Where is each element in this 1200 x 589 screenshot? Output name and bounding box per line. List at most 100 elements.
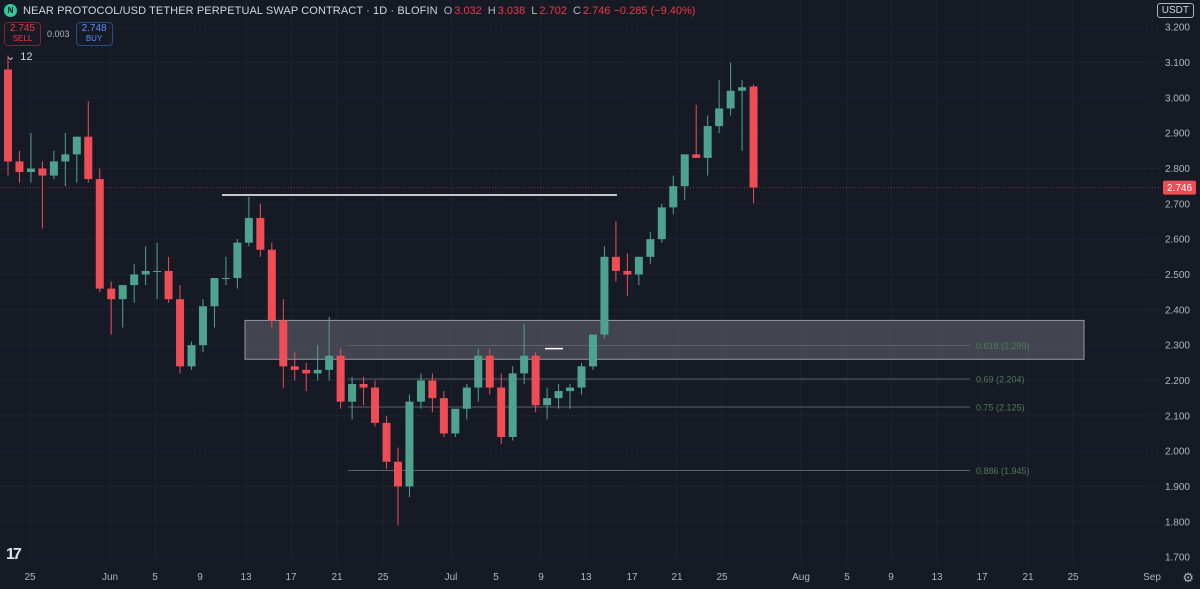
y-tick-label: 1.900	[1165, 482, 1190, 493]
candle-body[interactable]	[485, 355, 494, 388]
candle-body[interactable]	[256, 217, 265, 250]
candle-body[interactable]	[623, 270, 632, 275]
candle-body[interactable]	[244, 217, 253, 243]
sell-button[interactable]: 2.745 SELL	[4, 22, 42, 46]
ohlc-high-value: 3.038	[497, 4, 526, 17]
candle-body[interactable]	[4, 69, 12, 162]
candle-body[interactable]	[715, 108, 724, 127]
candle-body[interactable]	[26, 168, 35, 173]
gear-icon[interactable]: ⚙	[1182, 570, 1194, 585]
candle-body[interactable]	[313, 369, 322, 374]
candle-body[interactable]	[611, 256, 620, 271]
candle-body[interactable]	[577, 366, 586, 388]
candle-body[interactable]	[233, 242, 242, 279]
candle-body[interactable]	[462, 387, 471, 409]
candle-body[interactable]	[107, 288, 116, 300]
demand-zone[interactable]	[244, 319, 1085, 360]
candle-body[interactable]	[543, 398, 552, 406]
y-tick-label: 2.000	[1165, 447, 1190, 458]
candle-body[interactable]	[749, 86, 758, 188]
candle-body[interactable]	[680, 154, 689, 187]
candle-body[interactable]	[439, 398, 448, 434]
candle-body[interactable]	[393, 461, 402, 487]
candle-body[interactable]	[371, 387, 380, 423]
candle-body[interactable]	[141, 270, 150, 275]
ohlc-high-label: H	[487, 4, 496, 17]
near-logo-icon: N	[4, 4, 17, 17]
candle-body[interactable]	[267, 249, 276, 321]
x-tick-label: 25	[24, 572, 36, 583]
y-tick-label: 3.000	[1165, 93, 1190, 104]
y-tick-label: 2.800	[1165, 164, 1190, 175]
candle-body[interactable]	[703, 126, 712, 158]
candle-body[interactable]	[566, 387, 575, 392]
candle-body[interactable]	[657, 207, 666, 240]
y-tick-label: 3.100	[1165, 58, 1190, 69]
fib-level-label: 0.886 (1.945)	[976, 466, 1030, 476]
candle-body[interactable]	[520, 355, 529, 374]
y-tick-label: 2.300	[1165, 341, 1190, 352]
candle-body[interactable]	[187, 345, 196, 367]
y-tick-label: 2.700	[1165, 199, 1190, 210]
candle-body[interactable]	[15, 161, 24, 173]
candle-body[interactable]	[95, 179, 104, 289]
candle-body[interactable]	[49, 161, 58, 176]
x-tick-label: Sep	[1143, 572, 1161, 583]
y-tick-label: 2.600	[1165, 235, 1190, 246]
candle-body[interactable]	[221, 278, 230, 280]
ohlc-open-value: 3.032	[454, 4, 482, 17]
candle-body[interactable]	[130, 274, 139, 286]
candle-body[interactable]	[508, 373, 517, 437]
buy-label: BUY	[85, 34, 103, 43]
candle-body[interactable]	[738, 87, 747, 91]
y-tick-label: 1.700	[1165, 553, 1190, 564]
candle-body[interactable]	[198, 306, 207, 346]
candle-body[interactable]	[302, 369, 311, 374]
candle-body[interactable]	[290, 366, 299, 370]
buy-button[interactable]: 2.748 BUY	[75, 22, 113, 46]
candle-body[interactable]	[669, 186, 678, 208]
candle-body[interactable]	[359, 384, 368, 388]
candle-body[interactable]	[405, 401, 414, 487]
candle-body[interactable]	[153, 270, 162, 272]
indicators-toggle[interactable]: ⌄ 12	[6, 50, 32, 64]
candle-body[interactable]	[279, 320, 288, 367]
candle-body[interactable]	[474, 355, 483, 388]
candle-body[interactable]	[325, 355, 334, 370]
candle-body[interactable]	[38, 168, 47, 176]
candle-body[interactable]	[726, 90, 735, 109]
y-tick-label: 2.900	[1165, 129, 1190, 140]
tradingview-logo-icon[interactable]: 17	[6, 546, 22, 563]
x-tick-label: 25	[716, 572, 728, 583]
candle-body[interactable]	[348, 384, 357, 402]
candle-body[interactable]	[451, 408, 460, 434]
candle-body[interactable]	[554, 391, 563, 399]
candle-body[interactable]	[692, 154, 701, 158]
x-tick-label: 25	[1067, 572, 1079, 583]
candle-body[interactable]	[634, 256, 643, 275]
candle-body[interactable]	[428, 380, 437, 399]
candle-body[interactable]	[61, 154, 70, 162]
candle-body[interactable]	[416, 380, 425, 402]
candle-body[interactable]	[72, 136, 81, 155]
ohlc-close-value: 2.746 −0.285 (−9.40%)	[582, 4, 696, 17]
candle-body[interactable]	[531, 355, 540, 406]
candle-body[interactable]	[497, 387, 506, 437]
candle-body[interactable]	[210, 278, 219, 307]
x-tick-label: 25	[377, 572, 389, 583]
currency-selector[interactable]: USDT	[1156, 3, 1194, 18]
sell-price: 2.745	[10, 23, 36, 34]
candle-body[interactable]	[118, 285, 127, 300]
sell-label: SELL	[12, 34, 33, 43]
candle-body[interactable]	[84, 136, 93, 180]
symbol-title[interactable]: NEAR PROTOCOL/USD TETHER PERPETUAL SWAP …	[23, 4, 438, 17]
ohlc-open-label: O	[443, 4, 453, 17]
candle-body[interactable]	[588, 334, 597, 367]
candle-body[interactable]	[336, 355, 345, 402]
candle-body[interactable]	[646, 239, 655, 257]
candle-body[interactable]	[176, 299, 185, 367]
candle-body[interactable]	[382, 422, 391, 462]
candle-body[interactable]	[600, 256, 609, 335]
candle-body[interactable]	[164, 270, 173, 300]
